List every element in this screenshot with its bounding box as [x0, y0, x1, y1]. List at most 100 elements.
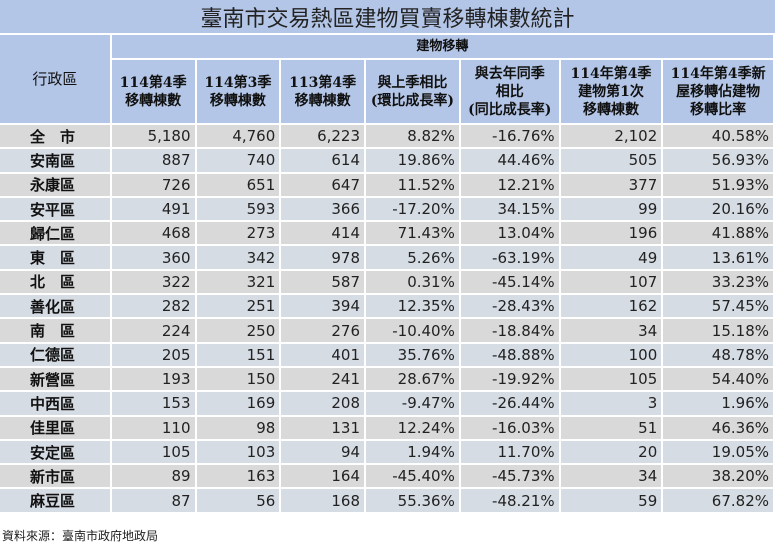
q4-113-cell: 401	[281, 343, 365, 366]
district-column-header: 行政區	[0, 35, 110, 123]
q4-114-cell: 887	[111, 149, 195, 172]
district-cell: 新營區	[0, 367, 110, 391]
q3-114-cell: 169	[196, 392, 280, 415]
qoq-cell: 1.94%	[366, 440, 459, 464]
q3-114-cell: 56	[196, 489, 280, 512]
new-ratio-cell: 56.93%	[663, 149, 773, 172]
new-ratio-cell: 20.16%	[663, 197, 773, 221]
q3-114-cell: 321	[196, 270, 280, 294]
q4-114-cell: 87	[111, 489, 195, 512]
yoy-cell: -45.73%	[460, 465, 559, 488]
first-transfer-cell: 162	[560, 295, 662, 318]
table-row: 仁德區 205 151 401 35.76% -48.88% 100 48.78%	[0, 343, 773, 366]
column-header-q3-114: 114第3季 移轉棟數	[196, 60, 280, 123]
yoy-cell: -63.19%	[460, 246, 559, 269]
new-ratio-cell: 48.78%	[663, 343, 773, 366]
table-body: 全 市 5,180 4,760 6,223 8.82% -16.76% 2,102 40.58…	[0, 125, 773, 512]
q4-113-cell: 394	[281, 295, 365, 318]
yoy-cell: -48.88%	[460, 343, 559, 366]
data-source-note: 資料來源：臺南市政府地政局	[2, 529, 159, 543]
q4-113-cell: 414	[281, 222, 365, 245]
q4-114-cell: 322	[111, 270, 195, 294]
district-cell: 東 區	[0, 246, 110, 269]
q4-113-cell: 6,223	[281, 125, 365, 148]
qoq-cell: 55.36%	[366, 489, 459, 512]
q3-114-cell: 151	[196, 343, 280, 366]
yoy-cell: 44.46%	[460, 149, 559, 172]
q4-114-cell: 105	[111, 440, 195, 464]
qoq-cell: 0.31%	[366, 270, 459, 294]
district-cell: 南 區	[0, 319, 110, 342]
q3-114-cell: 273	[196, 222, 280, 245]
table-row: 東 區 360 342 978 5.26% -63.19% 49 13.61%	[0, 246, 773, 269]
new-ratio-cell: 46.36%	[663, 416, 773, 439]
table-row: 善化區 282 251 394 12.35% -28.43% 162 57.45%	[0, 295, 773, 318]
new-ratio-cell: 19.05%	[663, 440, 773, 464]
column-header-qoq: 與上季相比 (環比成長率)	[366, 60, 459, 123]
table-row: 安南區 887 740 614 19.86% 44.46% 505 56.93%	[0, 149, 773, 172]
q4-114-cell: 282	[111, 295, 195, 318]
yoy-cell: 11.70%	[460, 440, 559, 464]
yoy-cell: -18.84%	[460, 319, 559, 342]
yoy-cell: -16.76%	[460, 125, 559, 148]
first-transfer-cell: 100	[560, 343, 662, 366]
first-transfer-cell: 3	[560, 392, 662, 415]
yoy-cell: 12.21%	[460, 173, 559, 196]
q3-114-cell: 342	[196, 246, 280, 269]
q4-114-cell: 205	[111, 343, 195, 366]
q4-113-cell: 587	[281, 270, 365, 294]
table-row: 全 市 5,180 4,760 6,223 8.82% -16.76% 2,102 40.58…	[0, 125, 773, 148]
district-cell: 全 市	[0, 125, 110, 148]
first-transfer-cell: 34	[560, 319, 662, 342]
column-header-first-transfer: 114年第4季 建物第1次 移轉棟數	[560, 60, 662, 123]
new-ratio-cell: 15.18%	[663, 319, 773, 342]
q4-114-cell: 360	[111, 246, 195, 269]
q4-113-cell: 94	[281, 440, 365, 464]
q4-113-cell: 614	[281, 149, 365, 172]
district-cell: 麻豆區	[0, 489, 110, 512]
table-row: 永康區 726 651 647 11.52% 12.21% 377 51.93%	[0, 173, 773, 196]
q4-114-cell: 153	[111, 392, 195, 415]
first-transfer-cell: 34	[560, 465, 662, 488]
yoy-cell: 34.15%	[460, 197, 559, 221]
q3-114-cell: 740	[196, 149, 280, 172]
new-ratio-cell: 57.45%	[663, 295, 773, 318]
q4-114-cell: 491	[111, 197, 195, 221]
table-row: 新市區 89 163 164 -45.40% -45.73% 34 38.20%	[0, 465, 773, 488]
q3-114-cell: 4,760	[196, 125, 280, 148]
yoy-cell: -45.14%	[460, 270, 559, 294]
first-transfer-cell: 107	[560, 270, 662, 294]
qoq-cell: -9.47%	[366, 392, 459, 415]
new-ratio-cell: 13.61%	[663, 246, 773, 269]
q3-114-cell: 103	[196, 440, 280, 464]
table-row: 新營區 193 150 241 28.67% -19.92% 105 54.40%	[0, 367, 773, 391]
first-transfer-cell: 2,102	[560, 125, 662, 148]
first-transfer-cell: 196	[560, 222, 662, 245]
q4-113-cell: 131	[281, 416, 365, 439]
table-row: 歸仁區 468 273 414 71.43% 13.04% 196 41.88%	[0, 222, 773, 245]
q4-113-cell: 978	[281, 246, 365, 269]
q3-114-cell: 150	[196, 367, 280, 391]
new-ratio-cell: 1.96%	[663, 392, 773, 415]
yoy-cell: -28.43%	[460, 295, 559, 318]
qoq-cell: 11.52%	[366, 173, 459, 196]
q3-114-cell: 251	[196, 295, 280, 318]
first-transfer-cell: 105	[560, 367, 662, 391]
q4-113-cell: 647	[281, 173, 365, 196]
table-row: 北 區 322 321 587 0.31% -45.14% 107 33.23%	[0, 270, 773, 294]
q3-114-cell: 163	[196, 465, 280, 488]
transfer-stats-table: 行政區 建物移轉 114第4季 移轉棟數 114第3季 移轉棟數 113第4季 移轉棟…	[0, 33, 775, 514]
q4-114-cell: 224	[111, 319, 195, 342]
first-transfer-cell: 20	[560, 440, 662, 464]
first-transfer-cell: 377	[560, 173, 662, 196]
yoy-cell: -48.21%	[460, 489, 559, 512]
q3-114-cell: 593	[196, 197, 280, 221]
district-cell: 仁德區	[0, 343, 110, 366]
district-cell: 北 區	[0, 270, 110, 294]
q4-113-cell: 208	[281, 392, 365, 415]
q4-114-cell: 89	[111, 465, 195, 488]
first-transfer-cell: 99	[560, 197, 662, 221]
table-row: 安平區 491 593 366 -17.20% 34.15% 99 20.16%	[0, 197, 773, 221]
first-transfer-cell: 49	[560, 246, 662, 269]
group-header-building-transfer: 建物移轉	[111, 35, 773, 58]
